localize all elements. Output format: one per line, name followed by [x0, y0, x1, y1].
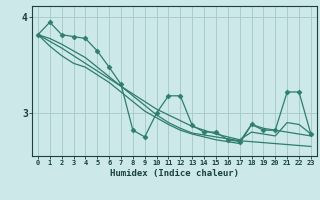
X-axis label: Humidex (Indice chaleur): Humidex (Indice chaleur) — [110, 169, 239, 178]
